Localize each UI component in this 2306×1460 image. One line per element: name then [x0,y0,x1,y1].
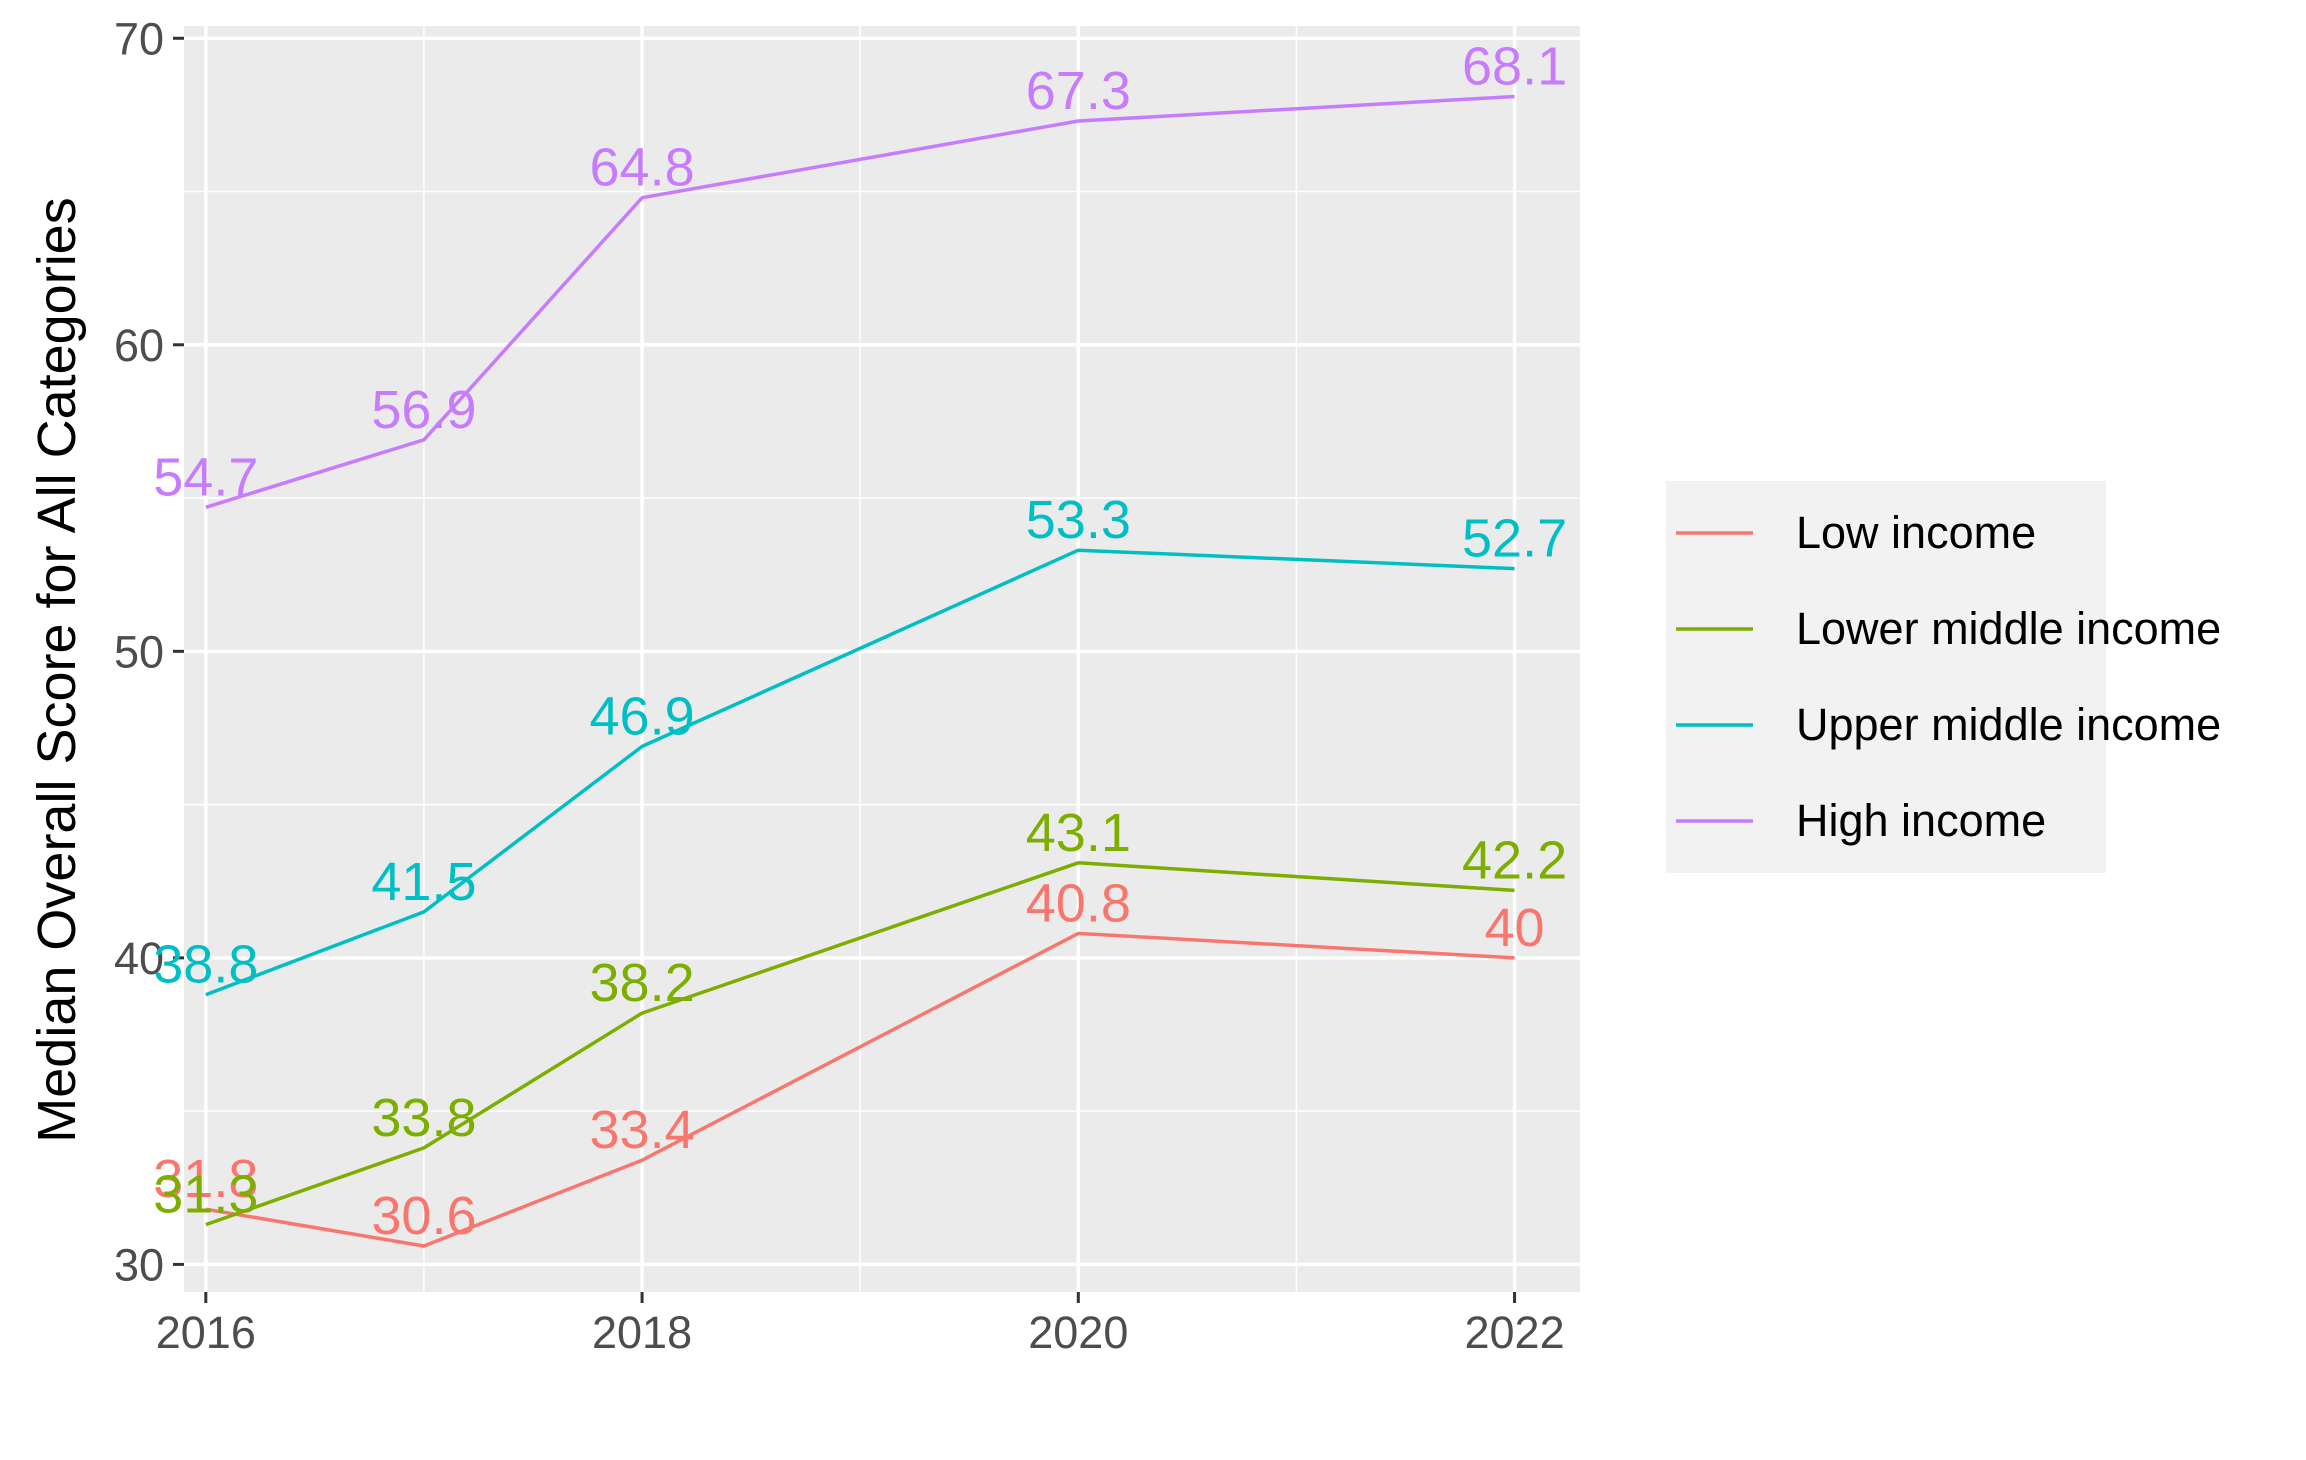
data-label: 38.8 [153,935,258,995]
plot-panel [184,26,1580,1292]
x-tick-label: 2022 [1465,1307,1565,1358]
series-line-3 [205,548,1515,997]
data-label: 41.5 [371,852,476,912]
data-label: 31.3 [153,1165,258,1225]
data-label: 40.8 [1026,873,1131,933]
data-label: 31.8 [153,1149,258,1209]
x-tick-label: 2016 [156,1307,256,1358]
legend-label: Upper middle income [1796,699,2221,750]
data-label: 30.6 [371,1186,476,1246]
series-line-2 [205,861,1515,1227]
data-label: 38.2 [590,953,695,1013]
y-tick-label: 40 [114,933,164,984]
data-label: 53.3 [1026,490,1131,550]
y-axis-title: Median Overall Score for All Categories [27,197,87,1142]
data-label: 33.4 [590,1100,695,1160]
data-label: 33.8 [371,1088,476,1148]
x-tick-label: 2020 [1028,1307,1128,1358]
data-label: 54.7 [153,447,258,507]
data-label: 68.1 [1462,37,1567,97]
series-line-1 [205,931,1515,1248]
data-label: 40 [1485,898,1545,958]
y-tick-label: 60 [114,320,164,371]
x-tick-label: 2018 [592,1307,692,1358]
legend-label: High income [1796,795,2046,846]
y-tick-label: 70 [114,13,164,64]
data-label: 56.9 [371,380,476,440]
data-label: 43.1 [1026,803,1131,863]
legend-label: Lower middle income [1796,603,2221,654]
legend-label: Low income [1796,507,2036,558]
y-tick-label: 50 [114,626,164,677]
data-label: 67.3 [1026,61,1131,121]
data-label: 46.9 [590,686,695,746]
data-label: 42.2 [1462,830,1567,890]
data-label: 64.8 [590,138,695,198]
y-tick-label: 30 [114,1239,164,1290]
series-line-4 [205,94,1515,509]
data-label: 52.7 [1462,509,1567,569]
